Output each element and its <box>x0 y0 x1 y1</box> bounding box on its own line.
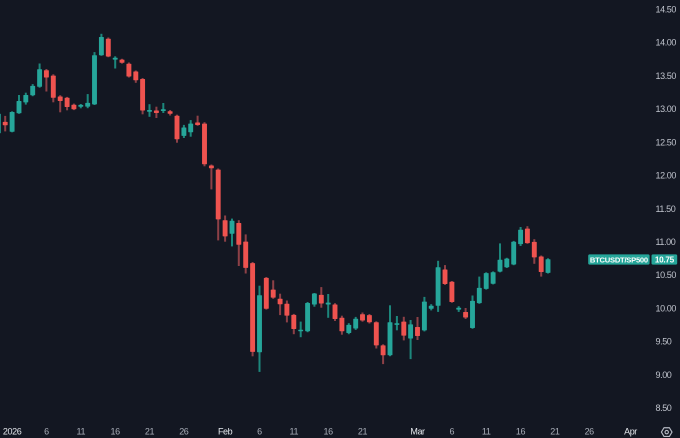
svg-text:21: 21 <box>550 427 560 437</box>
svg-text:11.50: 11.50 <box>656 204 676 214</box>
svg-text:11: 11 <box>482 427 491 437</box>
svg-text:21: 21 <box>358 427 368 437</box>
svg-text:16: 16 <box>110 427 120 437</box>
svg-text:10.50: 10.50 <box>656 270 677 280</box>
svg-text:14.00: 14.00 <box>656 38 677 48</box>
svg-text:11.00: 11.00 <box>656 237 676 247</box>
svg-text:9.00: 9.00 <box>656 370 672 380</box>
svg-text:Mar: Mar <box>410 427 425 437</box>
svg-text:26: 26 <box>585 427 595 437</box>
svg-text:13.00: 13.00 <box>656 104 677 114</box>
svg-text:14.50: 14.50 <box>656 5 677 15</box>
svg-text:Apr: Apr <box>624 427 637 437</box>
svg-text:21: 21 <box>145 427 155 437</box>
svg-text:6: 6 <box>257 427 262 437</box>
svg-text:6: 6 <box>44 427 49 437</box>
svg-text:10.75: 10.75 <box>655 256 675 265</box>
svg-text:BTCUSDT/SP500: BTCUSDT/SP500 <box>590 256 648 265</box>
svg-text:2026: 2026 <box>3 427 22 437</box>
svg-text:16: 16 <box>323 427 333 437</box>
svg-text:8.50: 8.50 <box>656 403 672 413</box>
svg-text:11: 11 <box>77 427 86 437</box>
svg-text:12.50: 12.50 <box>656 137 677 147</box>
svg-text:11: 11 <box>290 427 299 437</box>
svg-text:10.00: 10.00 <box>656 303 677 313</box>
svg-text:Feb: Feb <box>218 427 233 437</box>
svg-text:12.00: 12.00 <box>656 171 677 181</box>
svg-text:9.50: 9.50 <box>656 337 672 347</box>
svg-text:6: 6 <box>449 427 454 437</box>
svg-text:13.50: 13.50 <box>656 71 677 81</box>
svg-text:16: 16 <box>516 427 526 437</box>
svg-text:26: 26 <box>179 427 189 437</box>
